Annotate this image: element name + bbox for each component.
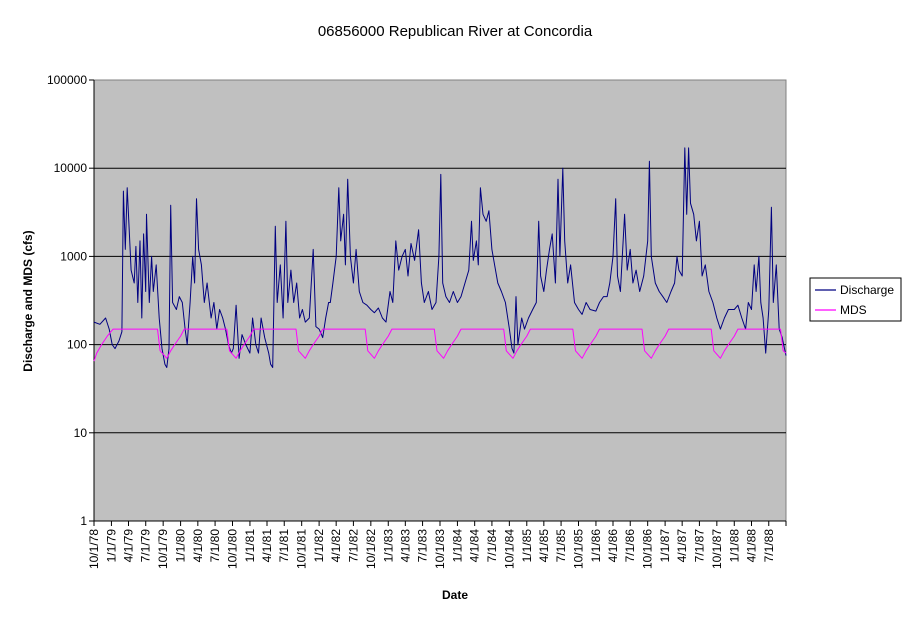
- x-tick-label: 7/1/84: [485, 529, 499, 563]
- x-tick-label: 1/1/85: [520, 529, 534, 563]
- y-axis: 1 10 100 1000 10000 100000: [47, 73, 95, 528]
- series-line-discharge: [93, 147, 787, 368]
- y-tick-label: 100: [67, 338, 87, 352]
- x-tick-label: 10/1/82: [364, 529, 378, 569]
- x-axis-label: Date: [442, 588, 468, 602]
- x-tick-label: 1/1/82: [312, 529, 326, 563]
- x-tick-label: 7/1/86: [623, 529, 637, 563]
- x-tick-label: 4/1/80: [191, 529, 205, 563]
- x-tick-label: 10/1/80: [226, 529, 240, 569]
- x-tick-label: 7/1/85: [554, 529, 568, 563]
- x-tick-label: 1/1/79: [104, 529, 118, 563]
- x-tick-label: 7/1/80: [208, 529, 222, 563]
- x-tick-label: 1/1/81: [243, 529, 257, 563]
- legend-label-discharge: Discharge: [840, 283, 894, 297]
- x-tick-label: 7/1/82: [346, 529, 360, 563]
- x-tick-label: 4/1/86: [606, 529, 620, 563]
- x-tick-label: 4/1/81: [260, 529, 274, 563]
- x-tick-label: 4/1/82: [329, 529, 343, 563]
- legend-label-mds: MDS: [840, 303, 867, 317]
- x-tick-label: 4/1/87: [675, 529, 689, 563]
- x-tick-label: 1/1/83: [381, 529, 395, 563]
- x-tick-label: 10/1/81: [295, 529, 309, 569]
- x-tick-label: 10/1/79: [156, 529, 170, 569]
- x-tick-label: 4/1/83: [398, 529, 412, 563]
- x-tick-label: 7/1/83: [416, 529, 430, 563]
- x-tick-label: 4/1/85: [537, 529, 551, 563]
- legend: Discharge MDS: [809, 277, 902, 322]
- x-tick-label: 7/1/87: [692, 529, 706, 563]
- x-tick-label: 1/1/80: [174, 529, 188, 563]
- y-tick-label: 1000: [60, 249, 87, 263]
- x-tick-label: 10/1/78: [87, 529, 101, 569]
- x-tick-label: 10/1/86: [641, 529, 655, 569]
- x-tick-label: 1/1/84: [450, 529, 464, 563]
- gridlines: [94, 167, 786, 434]
- y-tick-label: 10: [74, 426, 88, 440]
- legend-box: [809, 277, 902, 322]
- y-tick-label: 100000: [47, 73, 87, 87]
- x-tick-label: 1/1/88: [727, 529, 741, 563]
- x-tick-label: 10/1/85: [572, 529, 586, 569]
- x-tick-label: 1/1/86: [589, 529, 603, 563]
- y-axis-label: Discharge and MDS (cfs): [21, 230, 35, 371]
- x-tick-label: 10/1/87: [710, 529, 724, 569]
- x-tick-label: 7/1/79: [139, 529, 153, 563]
- x-tick-label: 7/1/81: [277, 529, 291, 563]
- x-tick-label: 4/1/84: [468, 529, 482, 563]
- x-tick-label: 7/1/88: [762, 529, 776, 563]
- y-tick-label: 10000: [54, 161, 88, 175]
- chart-title: 06856000 Republican River at Concordia: [318, 23, 593, 40]
- x-tick-label: 10/1/83: [433, 529, 447, 569]
- y-tick-label: 1: [80, 514, 87, 528]
- x-tick-label: 1/1/87: [658, 529, 672, 563]
- x-tick-label: 4/1/79: [121, 529, 135, 563]
- series-line-mds: [93, 328, 787, 362]
- x-axis: 10/1/78 1/1/79 4/1/79 7/1/79 10/1/79 1/1/80 4/…: [87, 520, 787, 569]
- x-tick-label: 10/1/84: [502, 529, 516, 569]
- x-tick-label: 4/1/88: [745, 529, 759, 563]
- plot-area: [93, 79, 787, 522]
- series-layer: [93, 147, 787, 368]
